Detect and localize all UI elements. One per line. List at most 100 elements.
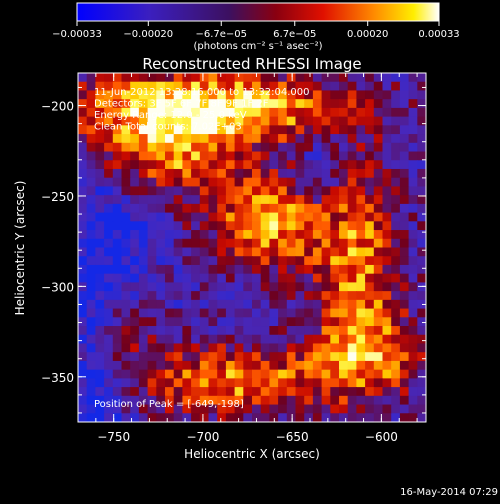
heatmap-pixel — [104, 203, 114, 214]
heatmap-pixel — [391, 73, 401, 83]
heatmap-pixel — [330, 317, 340, 327]
heatmap-pixel — [417, 203, 426, 214]
heatmap-pixel — [243, 134, 253, 144]
heatmap-pixel — [373, 238, 384, 249]
heatmap-pixel — [252, 107, 262, 118]
heatmap-pixel — [365, 168, 375, 179]
heatmap-pixel — [339, 395, 349, 406]
heatmap-pixel — [147, 186, 157, 196]
heatmap-pixel — [199, 326, 210, 336]
heatmap-pixel — [165, 334, 175, 345]
heatmap-pixel — [234, 369, 244, 379]
heatmap-pixel — [252, 369, 262, 379]
heatmap-pixel — [182, 125, 192, 135]
heatmap-pixel — [269, 230, 279, 240]
heatmap-pixel — [295, 387, 305, 397]
heatmap-pixel — [295, 308, 305, 318]
heatmap-pixel — [173, 221, 183, 231]
heatmap-pixel — [225, 238, 236, 249]
heatmap-pixel — [225, 221, 236, 231]
heatmap-pixel — [234, 142, 244, 153]
heatmap-pixel — [312, 90, 323, 100]
heatmap-pixel — [339, 413, 349, 422]
heatmap-pixel — [382, 308, 392, 318]
heatmap-pixel — [417, 116, 426, 126]
heatmap-pixel — [321, 238, 331, 249]
heatmap-pixel — [286, 203, 297, 214]
heatmap-pixel — [278, 151, 288, 161]
heatmap-pixel — [365, 99, 375, 109]
heatmap-pixel — [156, 134, 166, 144]
heatmap-pixel — [373, 151, 384, 161]
heatmap-pixel — [365, 256, 375, 266]
heatmap-pixel — [138, 212, 149, 222]
heatmap-pixel — [252, 282, 262, 292]
heatmap-pixel — [104, 177, 114, 188]
heatmap-pixel — [182, 273, 192, 283]
heatmap-pixel — [234, 168, 244, 179]
heatmap-pixel — [391, 378, 401, 388]
heatmap-pixel — [234, 116, 244, 126]
heatmap-pixel — [112, 221, 123, 231]
heatmap-pixel — [286, 142, 297, 153]
heatmap-pixel — [130, 343, 140, 353]
heatmap-pixel — [147, 221, 157, 231]
heatmap-pixel — [86, 230, 96, 240]
heatmap-image — [78, 73, 426, 422]
heatmap-pixel — [165, 360, 175, 371]
heatmap-pixel — [252, 151, 262, 161]
heatmap-pixel — [138, 317, 149, 327]
heatmap-pixel — [130, 247, 140, 257]
heatmap-pixel — [147, 256, 157, 266]
heatmap-pixel — [112, 186, 123, 196]
heatmap-pixel — [295, 160, 305, 170]
heatmap-pixel — [391, 273, 401, 283]
heatmap-pixel — [243, 343, 253, 353]
heatmap-pixel — [330, 395, 340, 406]
heatmap-pixel — [260, 334, 270, 345]
heatmap-pixel — [130, 326, 140, 336]
heatmap-pixel — [339, 360, 349, 371]
heatmap-pixel — [382, 282, 392, 292]
heatmap-pixel — [269, 291, 279, 301]
heatmap-pixel — [339, 273, 349, 283]
heatmap-pixel — [121, 404, 131, 414]
heatmap-pixel — [147, 203, 157, 214]
heatmap-pixel — [243, 81, 253, 92]
heatmap-pixel — [382, 142, 392, 153]
heatmap-pixel — [295, 195, 305, 205]
heatmap-pixel — [130, 107, 140, 118]
heatmap-pixel — [165, 238, 175, 249]
heatmap-pixel — [138, 168, 149, 179]
heatmap-pixel — [225, 282, 236, 292]
heatmap-pixel — [234, 326, 244, 336]
heatmap-pixel — [121, 299, 131, 310]
heatmap-pixel — [269, 99, 279, 109]
heatmap-pixel — [217, 160, 227, 170]
heatmap-pixel — [173, 387, 183, 397]
heatmap-pixel — [373, 334, 384, 345]
heatmap-pixel — [78, 264, 88, 275]
heatmap-pixel — [112, 238, 123, 249]
heatmap-pixel — [295, 378, 305, 388]
heatmap-pixel — [86, 125, 96, 135]
heatmap-pixel — [304, 308, 314, 318]
heatmap-pixel — [252, 142, 262, 153]
heatmap-pixel — [182, 247, 192, 257]
heatmap-pixel — [408, 186, 418, 196]
heatmap-pixel — [417, 90, 426, 100]
heatmap-pixel — [208, 360, 218, 371]
heatmap-pixel — [339, 151, 349, 161]
heatmap-pixel — [104, 81, 114, 92]
heatmap-pixel — [78, 212, 88, 222]
heatmap-pixel — [382, 317, 392, 327]
heatmap-pixel — [199, 116, 210, 126]
heatmap-pixel — [173, 238, 183, 249]
heatmap-pixel — [156, 81, 166, 92]
heatmap-pixel — [112, 308, 123, 318]
heatmap-pixel — [347, 168, 357, 179]
heatmap-pixel — [104, 212, 114, 222]
heatmap-pixel — [95, 308, 105, 318]
heatmap-pixel — [112, 160, 123, 170]
heatmap-pixel — [86, 264, 96, 275]
